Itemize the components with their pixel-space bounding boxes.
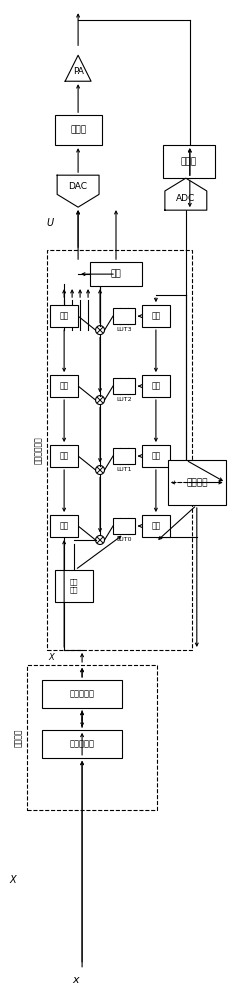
- Text: 延时: 延时: [151, 312, 161, 321]
- Bar: [163, 145, 215, 178]
- Text: DAC: DAC: [69, 182, 88, 191]
- Text: 延时: 延时: [151, 382, 161, 391]
- Bar: [27, 665, 157, 810]
- Text: 延时: 延时: [151, 521, 161, 530]
- Text: 预失真器模块: 预失真器模块: [34, 436, 43, 464]
- Text: 延时: 延时: [59, 521, 69, 530]
- Text: 下变频: 下变频: [181, 157, 197, 166]
- Text: 参数训练: 参数训练: [186, 478, 208, 487]
- Bar: [168, 460, 226, 505]
- Text: LUT2: LUT2: [116, 397, 132, 402]
- Bar: [42, 730, 122, 758]
- Text: 索引
生成: 索引 生成: [70, 579, 78, 593]
- Bar: [113, 448, 135, 464]
- Text: U: U: [47, 218, 54, 228]
- Bar: [42, 680, 122, 708]
- Bar: [113, 518, 135, 534]
- Text: 延时: 延时: [59, 312, 69, 321]
- Polygon shape: [165, 178, 207, 210]
- Text: 延时: 延时: [151, 452, 161, 461]
- Bar: [50, 375, 78, 397]
- Polygon shape: [65, 55, 91, 81]
- Bar: [55, 115, 102, 145]
- Text: 积累: 积累: [111, 270, 121, 279]
- Text: x: x: [73, 975, 79, 985]
- Polygon shape: [57, 175, 99, 207]
- Bar: [90, 262, 142, 286]
- Text: 延时: 延时: [59, 382, 69, 391]
- Text: PA: PA: [73, 67, 84, 76]
- Bar: [50, 515, 78, 537]
- Text: 半带滤波器: 半带滤波器: [69, 739, 95, 748]
- Bar: [50, 445, 78, 467]
- Bar: [113, 378, 135, 394]
- Text: 上变频: 上变频: [70, 126, 87, 135]
- Bar: [142, 305, 170, 327]
- Bar: [47, 250, 192, 650]
- Text: X: X: [9, 875, 16, 885]
- Text: 插值模块: 插值模块: [14, 728, 23, 747]
- Bar: [50, 305, 78, 327]
- Bar: [113, 308, 135, 324]
- Bar: [142, 375, 170, 397]
- Bar: [55, 570, 93, 602]
- Bar: [142, 445, 170, 467]
- Text: LUT0: LUT0: [116, 537, 132, 542]
- Text: X: X: [48, 653, 54, 662]
- Text: LUT3: LUT3: [116, 327, 132, 332]
- Text: 半带滤波器: 半带滤波器: [69, 689, 95, 698]
- Text: ADC: ADC: [176, 194, 195, 203]
- Text: 延时: 延时: [59, 452, 69, 461]
- Text: LUT1: LUT1: [116, 467, 132, 472]
- Bar: [142, 515, 170, 537]
